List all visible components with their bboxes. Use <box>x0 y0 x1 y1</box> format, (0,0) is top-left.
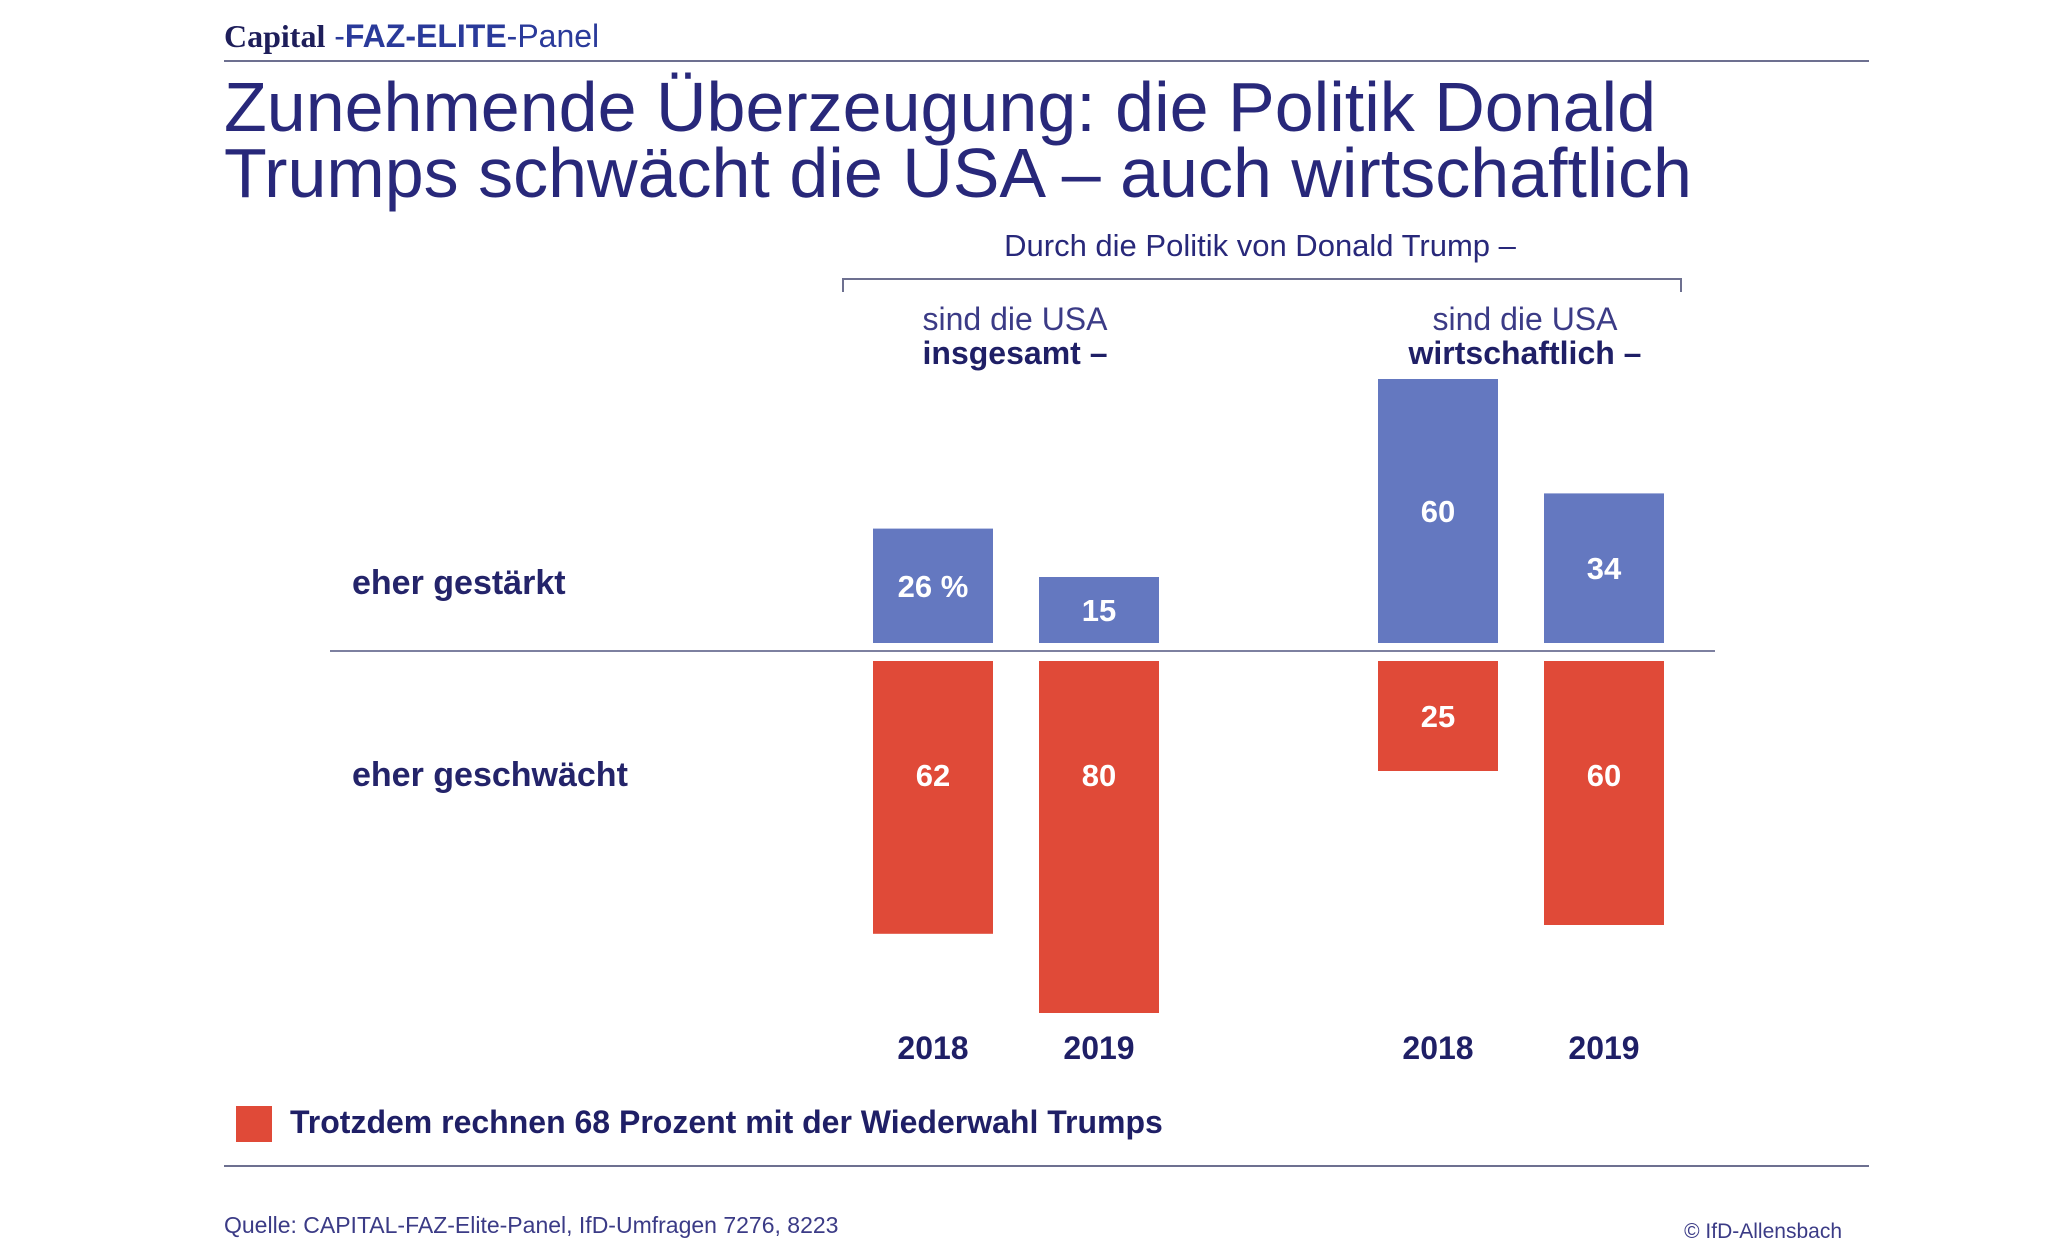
group-label-line-2: insgesamt – <box>922 335 1108 371</box>
bar-negative-label: 80 <box>1082 758 1116 793</box>
source-note: Quelle: CAPITAL-FAZ-Elite-Panel, IfD-Umf… <box>224 1212 839 1238</box>
bar-positive <box>1039 577 1159 643</box>
chart-baseline <box>330 650 1715 652</box>
bar-positive-label: 34 <box>1587 551 1622 586</box>
bar-positive-label: 26 % <box>898 569 969 604</box>
group-label-line-1: sind die USA <box>922 301 1108 337</box>
bar-positive-label: 15 <box>1082 593 1116 628</box>
year-label: 2018 <box>897 1030 969 1066</box>
row-label-positive: eher gestärkt <box>352 564 566 602</box>
top-rule <box>224 60 1869 62</box>
year-label: 2019 <box>1568 1030 1640 1066</box>
bar-negative-label: 25 <box>1421 699 1455 734</box>
year-label: 2018 <box>1402 1030 1474 1066</box>
bar-negative-label: 62 <box>916 758 950 793</box>
bar-negative <box>1378 661 1498 771</box>
title-line-2: Trumps schwächt die USA – auch wirtschaf… <box>224 134 1692 212</box>
bar-positive <box>1544 493 1664 643</box>
brand-separator: - <box>325 18 345 54</box>
brand-faz-elite: FAZ-ELITE <box>344 18 507 54</box>
group-bracket <box>842 278 1682 292</box>
bar-positive <box>1378 379 1498 643</box>
brand-capital: Capital <box>224 18 326 54</box>
group-label-wirtschaftlich: sind die USA wirtschaftlich – <box>1350 302 1700 370</box>
copyright: © IfD-Allensbach <box>1684 1220 1842 1243</box>
bar-negative-label: 60 <box>1587 758 1621 793</box>
bar-positive <box>873 528 993 643</box>
legend-text: Trotzdem rechnen 68 Prozent mit der Wied… <box>290 1104 1163 1140</box>
bottom-rule <box>224 1165 1869 1167</box>
brand-header: Capital -FAZ-ELITE-Panel <box>224 14 599 58</box>
title-line-1: Zunehmende Überzeugung: die Politik Dona… <box>224 68 1657 146</box>
brand-panel: -Panel <box>506 18 600 54</box>
group-label-insgesamt: sind die USA insgesamt – <box>840 302 1190 370</box>
chart-title: Zunehmende Überzeugung: die Politik Dona… <box>224 68 1924 212</box>
bar-negative <box>1039 661 1159 1013</box>
year-label: 2019 <box>1063 1030 1135 1066</box>
group-label-line-1: sind die USA <box>1432 301 1618 337</box>
bar-negative <box>873 661 993 934</box>
bar-positive-label: 60 <box>1421 494 1455 529</box>
bar-negative <box>1544 661 1664 925</box>
group-label-line-2: wirtschaftlich – <box>1408 335 1642 371</box>
bracket-label: Durch die Politik von Donald Trump – <box>1004 228 1516 263</box>
row-label-negative: eher geschwächt <box>352 756 628 794</box>
legend-swatch <box>236 1106 272 1142</box>
